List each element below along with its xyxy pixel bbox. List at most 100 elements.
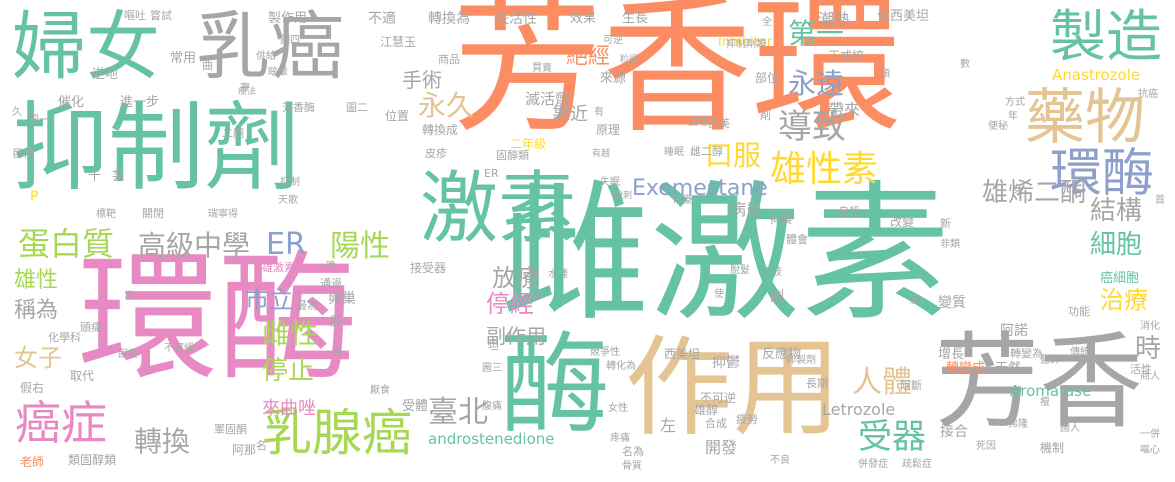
word-convert-to: 轉換為 bbox=[428, 11, 470, 27]
word-enzyme: 酶 bbox=[500, 321, 610, 449]
word-convert: 轉換 bbox=[134, 425, 191, 458]
word-wang: 王咸婷 bbox=[828, 49, 865, 63]
word-suicide: 自殺 bbox=[838, 205, 860, 218]
word-figure-1: 圖一 bbox=[28, 113, 50, 126]
word-time: 時 bbox=[1135, 334, 1162, 364]
word-male: 雄性 bbox=[14, 268, 59, 293]
word-make-2: 使 bbox=[714, 289, 724, 300]
word-cyclase-2: 環酶 bbox=[1050, 144, 1155, 204]
word-vice: 副 bbox=[770, 289, 784, 305]
word-androl: 雄醇 bbox=[694, 403, 719, 417]
word-lower-limb: 下肢 bbox=[762, 267, 782, 278]
word-steroids: 類固醇類 bbox=[68, 453, 117, 467]
word-stop: 停止 bbox=[262, 356, 315, 386]
word-source: 來源 bbox=[600, 71, 627, 86]
word-inactivator: 滅活劑 bbox=[525, 90, 571, 108]
word-acceptor: 接受器 bbox=[410, 261, 447, 275]
word-discomfort: 不適 bbox=[368, 11, 396, 27]
word-number: 數 bbox=[960, 59, 970, 70]
word-androstenedione: androstenedione bbox=[428, 430, 555, 448]
word-near: 靠近 bbox=[552, 104, 588, 125]
word-supply: 供給 bbox=[256, 51, 276, 62]
word-chemotherapy: 化療 bbox=[672, 195, 692, 206]
word-menopause: 停經 bbox=[486, 290, 534, 318]
word-p: P bbox=[30, 189, 39, 205]
word-aromatase: 芳香環 bbox=[452, 0, 903, 154]
word-grade-2: 二年級 bbox=[510, 137, 547, 151]
word-exemestane: Exemestane bbox=[632, 176, 768, 201]
word-cancer-cell: 癌細胞 bbox=[1100, 271, 1140, 286]
word-pass: 通過 bbox=[320, 277, 342, 290]
word-inverse: 逆地 bbox=[92, 67, 119, 82]
word-treatment: 治療 bbox=[1100, 286, 1148, 314]
word-ache: 痛 bbox=[332, 347, 342, 358]
word-first-2: 首 bbox=[1155, 195, 1165, 206]
word-first: 第一 bbox=[788, 17, 845, 50]
word-grow: 增長 bbox=[938, 347, 965, 362]
word-exemestane-zh-2: 依西美坦 bbox=[877, 9, 930, 24]
word-mammary-cancer: 乳腺癌 bbox=[262, 404, 412, 462]
word-dizzy: 眩暈 bbox=[268, 67, 288, 78]
word-ten: 十 bbox=[88, 169, 102, 184]
word-protein: 蛋白質 bbox=[18, 225, 115, 263]
word-have: 有 bbox=[594, 107, 604, 118]
word-female-2: 女性 bbox=[608, 403, 628, 414]
word-testosterone: 睪固酮 bbox=[214, 423, 247, 436]
word-female: 雌性 bbox=[262, 317, 319, 350]
word-experience: 體會 bbox=[786, 233, 808, 246]
word-targeted: 標靶 bbox=[96, 209, 116, 220]
word-estrogen: 雌激素 bbox=[500, 168, 951, 342]
word-androgen-2: 雄激素 bbox=[262, 261, 295, 274]
word-nausea: 嘔心 bbox=[1140, 445, 1160, 456]
word-steroid: 固醇類 bbox=[496, 149, 529, 162]
word-figure-4: 圖四 bbox=[280, 35, 300, 46]
word-constipation: 便秘 bbox=[988, 121, 1008, 132]
word-named: 名為 bbox=[622, 445, 644, 458]
word-receptor-2: 受體 bbox=[402, 399, 429, 414]
word-anti-cancer: 抗癌 bbox=[1138, 89, 1158, 100]
word-most: 最為 bbox=[296, 299, 318, 312]
word-fake-right: 假右 bbox=[20, 381, 45, 395]
word-inhibit: 抑製 bbox=[770, 213, 792, 226]
word-merchant: 商人 bbox=[1140, 371, 1160, 382]
word-sleep: 睡眠 bbox=[664, 147, 684, 158]
word-estradiol: 雌二醇 bbox=[690, 145, 723, 158]
word-natural: 天然 bbox=[995, 361, 1022, 376]
word-synth: 合成 bbox=[705, 417, 727, 430]
word-jiang: 江慧玉 bbox=[380, 35, 417, 49]
word-you-yue: 有越 bbox=[592, 149, 611, 159]
word-transform: 轉化為 bbox=[606, 361, 636, 372]
word-called: 稱為 bbox=[14, 298, 59, 323]
word-insomnia: 失眠 bbox=[600, 177, 620, 188]
word-mechanism: 機制 bbox=[1040, 441, 1065, 455]
word-menopause-2: 絕經 bbox=[566, 44, 611, 69]
word-degenerate: 變質 bbox=[938, 295, 966, 311]
word-tradition: 傳統 bbox=[1070, 347, 1090, 358]
word-dione: 二酮 bbox=[222, 127, 244, 140]
word-androgen: 雄性素 bbox=[770, 149, 879, 190]
word-edema: 水腫 bbox=[548, 269, 568, 280]
word-cyclase: 環酶 bbox=[78, 238, 359, 401]
word-bind: 接合 bbox=[940, 424, 968, 440]
word-turn-into: 轉變成 bbox=[946, 361, 986, 376]
word-permanent: 永久 bbox=[418, 89, 475, 122]
word-figure-2: 圖二 bbox=[346, 101, 368, 114]
word-aroma: 芳香 bbox=[935, 321, 1144, 443]
word-cancer: 癌症 bbox=[15, 396, 107, 450]
word-forever: 永遠 bbox=[788, 67, 845, 100]
word-block: 阻斷 bbox=[900, 379, 922, 392]
word-change: 改變 bbox=[890, 215, 915, 229]
word-letrozole-zh: 來曲唑 bbox=[262, 398, 316, 419]
word-make: 製作用 bbox=[268, 11, 308, 26]
word-er-2: ER bbox=[484, 167, 499, 180]
word-acne: 粉刺 bbox=[614, 191, 633, 201]
word-fulong: 弗隆 bbox=[1008, 419, 1028, 430]
word-new: 新 bbox=[940, 217, 951, 230]
word-receptor: 受器 bbox=[858, 417, 926, 457]
word-swelling: 腫 bbox=[532, 291, 542, 301]
word-teacher: 老師 bbox=[20, 455, 45, 469]
word-therapy: 療法 bbox=[238, 87, 257, 97]
word-long-term: 長期 bbox=[806, 377, 828, 390]
word-municipal: 市立 bbox=[245, 286, 293, 314]
word-become: 轉變為 bbox=[1010, 347, 1043, 360]
